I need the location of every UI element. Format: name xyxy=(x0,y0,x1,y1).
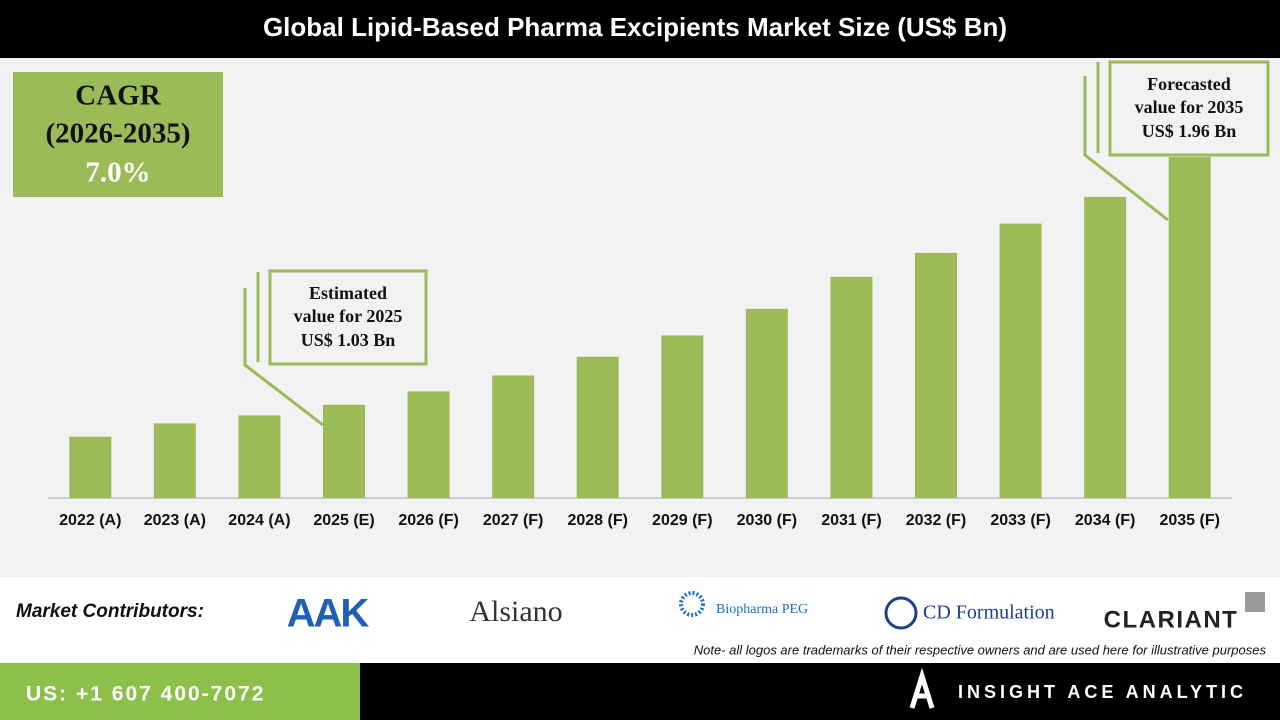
logo: Biopharma PEG xyxy=(716,602,808,617)
x-tick-label: 2028 (F) xyxy=(567,512,627,529)
footer-right xyxy=(360,663,1280,720)
brand-icon xyxy=(909,667,935,709)
cagr-value: 7.0% xyxy=(85,157,150,189)
x-tick-label: 2035 (F) xyxy=(1159,512,1219,529)
annotation: Estimated xyxy=(309,283,387,303)
annotation: value for 2025 xyxy=(294,306,403,326)
title-bar xyxy=(0,0,1280,58)
contributors-label: Market Contributors: xyxy=(16,601,204,622)
callout-box xyxy=(268,269,428,366)
bar xyxy=(1168,156,1211,499)
bar xyxy=(576,356,619,498)
cagr-label: CAGR xyxy=(75,80,161,112)
bar xyxy=(69,436,112,498)
annotation: Forecasted xyxy=(1147,74,1231,94)
bar xyxy=(238,415,281,498)
bar xyxy=(830,276,873,498)
phone: US: +1 607 400-7072 xyxy=(26,683,265,706)
logo-icon xyxy=(884,596,918,630)
chart-title: Global Lipid-Based Pharma Excipients Mar… xyxy=(263,12,1007,42)
annotation: value for 2035 xyxy=(1135,97,1244,117)
annotation: US$ 1.96 Bn xyxy=(1142,121,1237,141)
logo: CLARIANT xyxy=(1104,606,1239,633)
x-tick-label: 2030 (F) xyxy=(737,512,797,529)
x-tick-label: 2029 (F) xyxy=(652,512,712,529)
logo: Alsiano xyxy=(469,595,562,628)
connector xyxy=(1083,76,1169,222)
bar xyxy=(1084,196,1127,499)
footer-left xyxy=(0,663,360,720)
x-tick-label: 2031 (F) xyxy=(821,512,881,529)
connector xyxy=(243,288,324,427)
x-tick-label: 2025 (E) xyxy=(313,512,374,529)
brand: INSIGHT ACE ANALYTIC xyxy=(958,682,1247,702)
bar xyxy=(407,391,450,498)
logo: AAK xyxy=(287,592,370,636)
logo-icon xyxy=(679,591,705,617)
x-tick-label: 2026 (F) xyxy=(398,512,458,529)
annotation: US$ 1.03 Bn xyxy=(301,330,396,350)
x-tick-label: 2024 (A) xyxy=(228,512,290,529)
x-tick-label: 2027 (F) xyxy=(483,512,543,529)
logo-icon xyxy=(1245,592,1265,612)
x-tick-label: 2034 (F) xyxy=(1075,512,1135,529)
cagr-box xyxy=(13,72,223,197)
logo: CD Formulation xyxy=(923,602,1055,624)
bar xyxy=(999,223,1042,499)
bar xyxy=(661,335,704,498)
bar xyxy=(323,404,365,498)
bar xyxy=(153,423,196,498)
callout-box xyxy=(1108,60,1270,157)
bar xyxy=(915,252,957,498)
cagr-period: (2026-2035) xyxy=(46,118,191,150)
x-tick-label: 2033 (F) xyxy=(990,512,1050,529)
bar xyxy=(745,308,788,498)
x-tick-label: 2032 (F) xyxy=(906,512,966,529)
bar xyxy=(492,375,535,498)
x-tick-label: 2023 (A) xyxy=(144,512,206,529)
contributors-area xyxy=(0,577,1280,663)
note: Note- all logos are trademarks of their … xyxy=(694,642,1267,657)
x-tick-label: 2022 (A) xyxy=(59,512,121,529)
